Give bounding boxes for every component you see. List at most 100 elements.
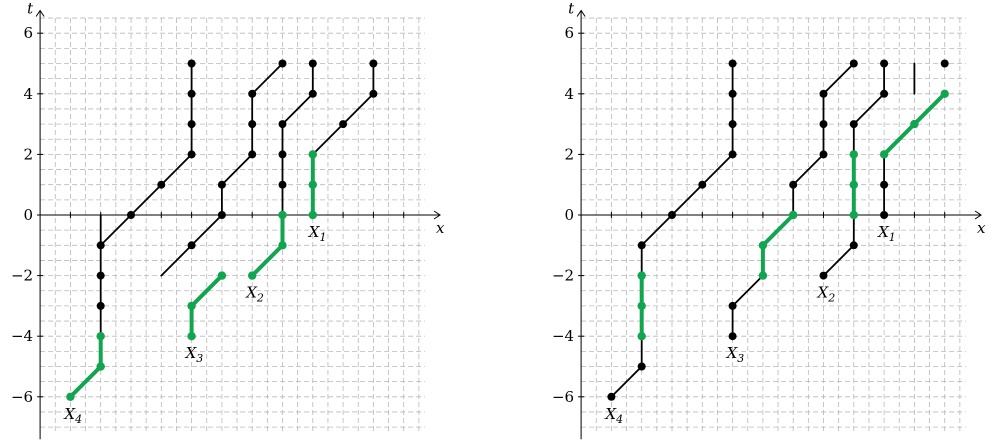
lattice-point [369,89,378,98]
lattice-point [728,59,737,68]
y-axis-label: t [568,0,575,17]
particle-label-2: X2 [817,284,836,305]
y-tick-label: 4 [565,85,575,103]
lattice-point [96,241,105,250]
lattice-point [248,89,257,98]
highlighted-point [96,332,105,341]
lattice-point [880,180,889,189]
y-tick-label: −2 [552,267,574,285]
y-tick-label: 6 [565,24,575,42]
particle-label-2: X2 [245,284,264,305]
lattice-point [248,150,257,159]
particle-label-subscript: 4 [615,413,623,426]
particle-label-1: X1 [877,223,896,244]
lattice-point [698,180,707,189]
lattice-point [728,301,737,310]
y-tick-label: −6 [11,388,33,406]
y-tick-label: −4 [552,327,574,345]
lattice-point [637,362,646,371]
lattice-point [187,150,196,159]
y-tick-label: 2 [565,145,575,163]
highlighted-point [187,332,196,341]
particle-label-subscript: 3 [196,352,203,365]
highlighted-point [758,271,768,280]
y-axis-arrow [576,9,586,17]
lattice-point [308,59,317,68]
lattice-point [789,180,798,189]
highlighted-point [248,271,257,280]
highlighted-point [308,150,317,159]
particle-label-1: X1 [308,223,327,244]
lattice-point [187,59,196,68]
panel-left: x t 6 4 2 0 −2 −4 −6 X1 X2 X3 X4 [11,0,445,440]
highlighted-point [849,150,858,159]
lattice-point [308,89,317,98]
lattice-point [880,89,889,98]
particle-label-subscript: 2 [256,292,264,305]
lattice-point [819,271,828,280]
highlighted-point [278,210,287,220]
lattice-point [637,241,646,250]
y-axis-arrow [35,9,45,17]
highlighted-point [96,362,105,371]
highlighted-point [849,210,858,220]
highlighted-point [187,301,196,311]
grid [580,17,966,434]
highlighted-point [758,241,768,250]
particle-label-subscript: 1 [319,231,326,244]
x-axis-arrow [974,210,982,220]
highlighted-segment [760,213,796,248]
highlighted-point [66,392,75,401]
highlighted-point [789,210,798,220]
lattice-point [819,120,828,129]
lattice-point [819,150,828,159]
lattice-point [248,120,257,129]
y-tick-label: −2 [11,267,33,285]
lattice-point [217,211,226,219]
highlighted-point [217,271,227,280]
lattice-point [278,150,287,159]
trajectory-segment [852,62,885,156]
highlighted-point [910,119,919,129]
lattice-point [339,120,348,129]
lattice-point [187,89,196,98]
lattice-point [728,332,737,341]
lattice-point [217,180,226,189]
highlighted-point [637,332,646,341]
lattice-point [157,180,166,189]
lattice-point [728,120,737,129]
y-tick-label: −6 [552,388,574,406]
highlighted-point [849,180,858,189]
lattice-point [849,241,858,250]
particle-label-4: X4 [63,405,82,426]
highlighted-point [637,301,646,311]
highlighted-point [879,150,889,159]
lattice-point [369,59,378,68]
lattice-point [880,59,889,68]
lattice-point [728,89,737,98]
particle-label-subscript: 3 [737,352,744,365]
lattice-point [96,271,105,280]
panel-right: x t 6 4 2 0 −2 −4 −6 X1 X2 X3 X4 [552,0,986,440]
lattice-point [728,150,737,159]
y-tick-label: 4 [24,85,34,103]
particle-label-subscript: 4 [74,413,82,426]
lattice-point [668,211,676,219]
particle-label-subscript: 2 [827,292,835,305]
lattice-point [96,301,105,310]
trajectory-segment [311,62,375,156]
highlighted-point [940,89,949,99]
lattice-point [940,59,949,68]
particle-label-3: X3 [726,344,745,365]
lattice-point [187,241,196,250]
particle-label-subscript: 1 [889,231,896,244]
x-axis-arrow [433,210,441,220]
highlighted-point [308,180,317,189]
particle-label-3: X3 [185,344,204,365]
y-tick-label: 0 [565,206,575,224]
lattice-point [849,120,858,129]
lattice-point [607,392,616,401]
lattice-point [849,59,858,68]
lattice-point [819,89,828,98]
